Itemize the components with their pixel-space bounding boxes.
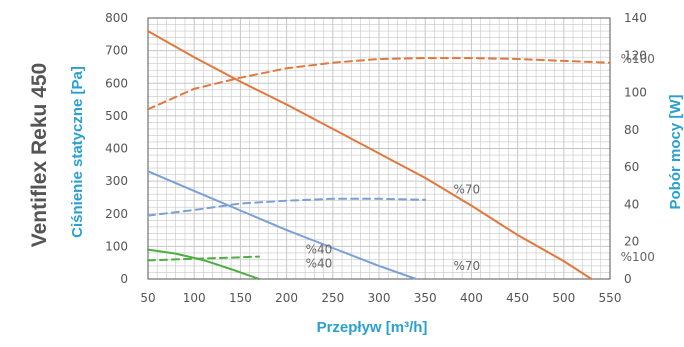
y-right-tick-label: 0	[624, 272, 632, 286]
x-tick-label: 200	[275, 291, 298, 305]
y-left-tick-label: 500	[105, 109, 128, 123]
x-tick-label: 150	[229, 291, 252, 305]
y-left-tick-label: 400	[105, 142, 128, 156]
y-left-tick-label: 800	[105, 11, 128, 25]
x-tick-label: 300	[368, 291, 391, 305]
x-axis-label: Przepływ [m³/h]	[317, 319, 428, 336]
series-line-blue-solid	[147, 170, 417, 280]
x-tick-label: 450	[506, 291, 529, 305]
x-tick-label: 500	[552, 291, 575, 305]
y-left-tick-label: 700	[105, 44, 128, 58]
y-right-tick-label: 80	[624, 123, 639, 137]
series-line-green-dashed	[147, 255, 260, 262]
y-left-tick-label: 300	[105, 174, 128, 188]
y-left-axis-label: Ciśnienie statyczne [Pa]	[69, 66, 86, 238]
x-tick-label: 50	[140, 291, 155, 305]
curve-annotations: %100 %100 %70 %70 %40%40	[306, 52, 655, 273]
chart-title: Ventiflex Reku 450	[28, 63, 51, 247]
x-tick-label: 350	[414, 291, 437, 305]
y-left-tick-label: 600	[105, 76, 128, 90]
series-line-green-solid	[147, 248, 260, 280]
y-left-tick-label: 200	[105, 207, 128, 221]
curve-annotation: %40	[306, 257, 333, 271]
series-line-orange-solid	[147, 30, 593, 280]
grid	[148, 18, 610, 279]
x-tick-label: 550	[599, 291, 622, 305]
series-lines	[147, 30, 611, 280]
y-left-tick-label: 0	[120, 272, 128, 286]
tick-labels: 50 100 150 200 250 300 350 400 450 500 55001002003…	[105, 11, 647, 305]
y-right-axis-label: Pobór mocy [W]	[667, 94, 684, 209]
y-right-tick-label: 140	[624, 11, 647, 25]
y-right-tick-label: 100	[624, 86, 647, 100]
curve-annotation: %40	[306, 243, 333, 257]
x-tick-label: 400	[460, 291, 483, 305]
curve-annotation: %100	[621, 250, 655, 264]
series-line-blue-dashed	[147, 197, 427, 217]
y-right-tick-label: 40	[624, 197, 639, 211]
plot-frame	[147, 17, 611, 280]
x-tick-label: 250	[321, 291, 344, 305]
y-right-tick-label: 120	[624, 48, 647, 62]
x-tick-label: 100	[183, 291, 206, 305]
y-right-tick-label: 20	[624, 235, 639, 249]
y-left-tick-label: 100	[105, 239, 128, 253]
curve-annotation: %100	[621, 52, 655, 66]
curve-annotation: %70	[453, 259, 480, 273]
curve-annotation: %70	[453, 183, 480, 197]
y-right-tick-label: 60	[624, 160, 639, 174]
